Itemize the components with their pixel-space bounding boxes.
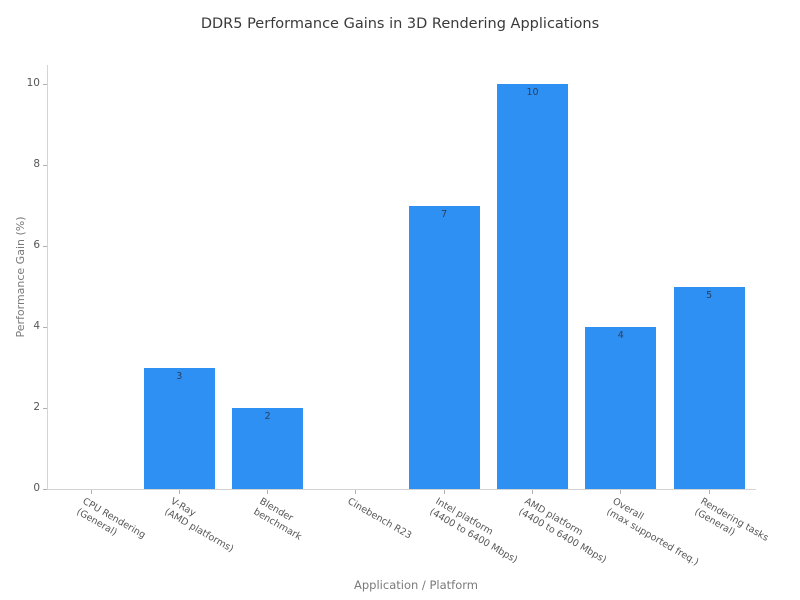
bar [673,286,745,489]
x-tick-label: Intel platform (4400 to 6400 Mbps) [427,496,520,566]
y-tick-label: 10 [26,77,40,90]
y-tick-label: 6 [33,239,40,252]
bar-value-label: 10 [526,87,539,99]
x-tick-mark [620,490,622,494]
y-tick-mark [43,164,47,166]
x-tick-label: CPU Rendering (General) [74,496,148,541]
x-tick-label: Blender benchmark [251,496,304,543]
bar [232,408,304,489]
bar-value-label: 2 [264,411,271,423]
y-tick-mark [43,488,47,490]
bar-value-label: 7 [441,208,448,220]
x-tick-mark [267,490,269,494]
y-axis-title: Performance Gain (%) [14,216,27,338]
bar [408,205,480,489]
x-tick-mark [443,490,445,494]
bar-value-label: 4 [617,330,624,342]
x-tick-mark [90,490,92,494]
y-tick-mark [43,407,47,409]
y-tick-label: 0 [33,482,40,494]
x-axis-line [47,489,756,490]
chart-title: DDR5 Performance Gains in 3D Rendering A… [200,16,600,32]
bar [497,84,568,489]
x-tick-mark [532,490,533,494]
y-tick-mark [43,326,47,328]
x-tick-label: AMD platform (4400 to 6400 Mbps) [516,496,608,566]
y-axis-line [47,65,48,489]
x-axis-title: Application / Platform [354,578,478,592]
x-tick-mark [708,490,710,494]
bar-value-label: 3 [176,370,183,382]
bar [143,367,215,489]
x-tick-label: Overall (max supported freq.) [604,496,701,569]
x-tick-label: Cinebench R23 [345,496,414,542]
y-tick-label: 8 [33,158,40,171]
y-tick-mark [43,245,47,247]
x-tick-label: V-Ray (AMD platforms) [162,496,236,555]
y-tick-label: 4 [33,320,40,333]
bar [585,327,657,489]
y-tick-label: 2 [33,401,40,414]
x-tick-mark [355,490,357,494]
x-tick-mark [178,490,180,494]
y-tick-mark [43,83,47,85]
bar-value-label: 5 [706,289,713,301]
